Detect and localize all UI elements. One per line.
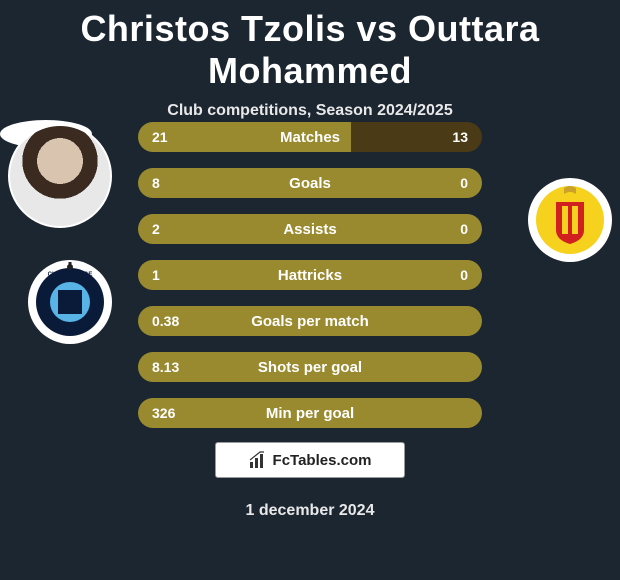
stat-label: Shots per goal xyxy=(138,359,482,376)
stat-label: Goals xyxy=(138,175,482,192)
stat-row: 2Assists0 xyxy=(138,214,482,244)
kv-mechelen-icon xyxy=(528,178,612,262)
stat-row: 8Goals0 xyxy=(138,168,482,198)
chart-icon xyxy=(249,451,267,469)
stat-rows: 21Matches13 8Goals0 2Assists0 1Hattricks0 0.… xyxy=(138,122,482,444)
stat-row: 326Min per goal xyxy=(138,398,482,428)
stat-label: Hattricks xyxy=(138,267,482,284)
stat-label: Assists xyxy=(138,221,482,238)
watermark-text: FcTables.com xyxy=(273,452,372,469)
subtitle: Club competitions, Season 2024/2025 xyxy=(0,102,620,120)
player-left-avatar xyxy=(8,124,112,228)
club-brugge-icon: CLUB BRUGGE xyxy=(28,260,112,344)
date-label: 1 december 2024 xyxy=(0,502,620,520)
club-right-crest xyxy=(528,178,612,262)
stat-row: 8.13Shots per goal xyxy=(138,352,482,382)
watermark: FcTables.com xyxy=(215,442,405,478)
stat-label: Goals per match xyxy=(138,313,482,330)
stat-row: 1Hattricks0 xyxy=(138,260,482,290)
stat-label: Matches xyxy=(138,129,482,146)
club-left-crest: CLUB BRUGGE xyxy=(28,260,112,344)
page-title: Christos Tzolis vs Outtara Mohammed xyxy=(0,0,620,92)
stat-row: 21Matches13 xyxy=(138,122,482,152)
stat-row: 0.38Goals per match xyxy=(138,306,482,336)
svg-text:CLUB BRUGGE: CLUB BRUGGE xyxy=(48,272,93,278)
stat-label: Min per goal xyxy=(138,405,482,422)
